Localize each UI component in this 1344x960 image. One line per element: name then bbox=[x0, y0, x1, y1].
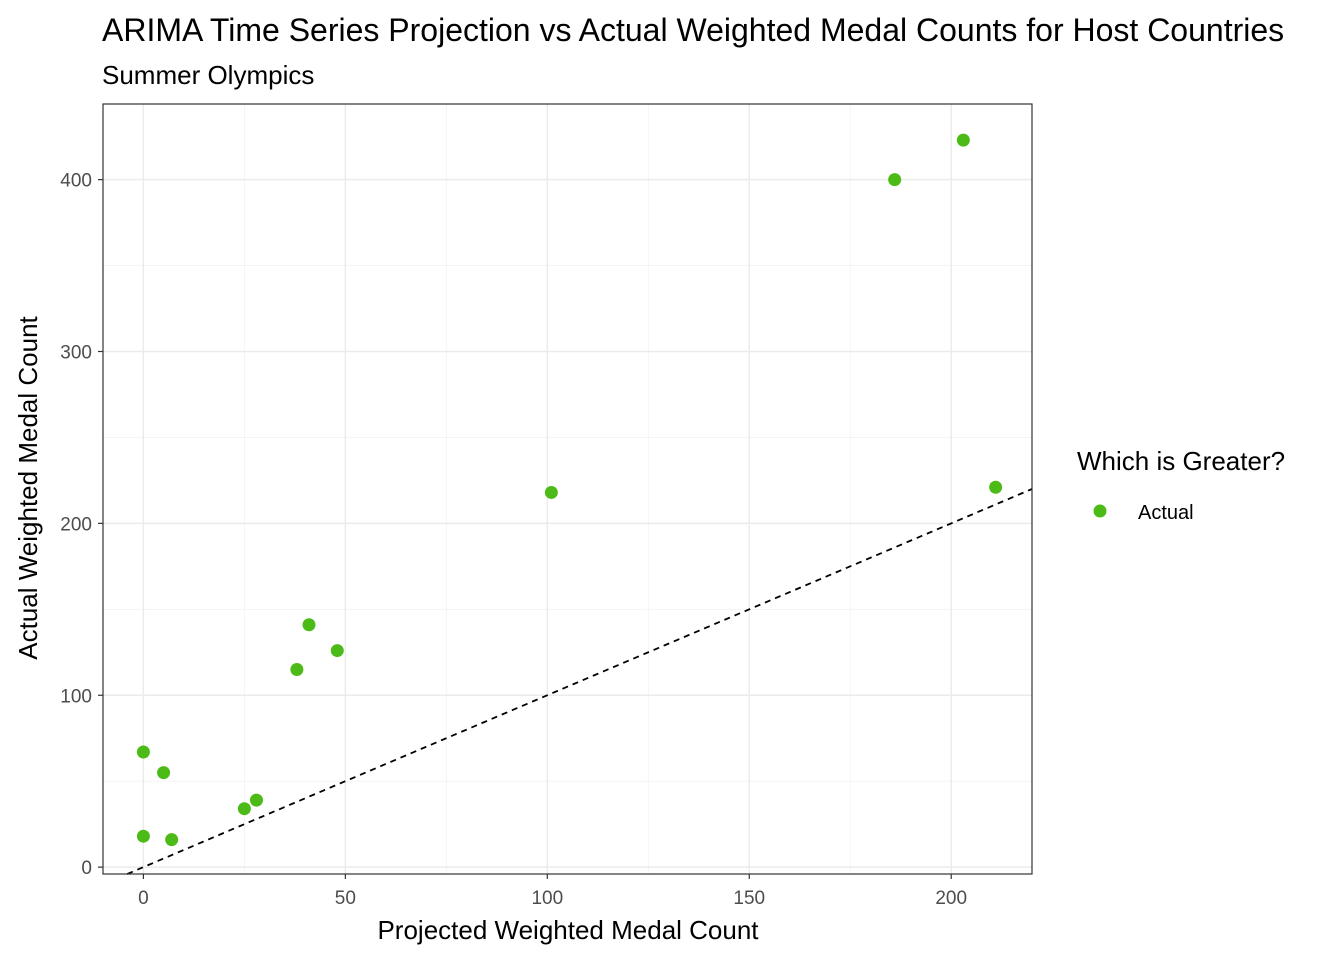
data-point bbox=[330, 644, 344, 658]
data-point bbox=[157, 766, 171, 780]
data-point bbox=[956, 133, 970, 147]
data-point bbox=[989, 480, 1003, 494]
grid bbox=[103, 104, 1032, 874]
x-tick-label: 0 bbox=[138, 888, 149, 909]
y-tick-label: 400 bbox=[60, 171, 92, 192]
x-tick-label: 200 bbox=[935, 888, 967, 909]
data-point bbox=[136, 829, 150, 843]
x-axis-title: Projected Weighted Medal Count bbox=[377, 915, 759, 945]
x-axis: 0 50 100 150 200 bbox=[138, 874, 967, 909]
reference-line bbox=[126, 488, 1033, 875]
legend: Which is Greater? Actual bbox=[1077, 446, 1285, 524]
data-point bbox=[136, 745, 150, 759]
data-point bbox=[249, 793, 263, 807]
data-point bbox=[544, 485, 558, 499]
plot-panel bbox=[102, 103, 1033, 875]
chart-subtitle: Summer Olympics bbox=[102, 60, 314, 90]
y-tick-label: 200 bbox=[60, 514, 92, 535]
data-point bbox=[888, 173, 902, 187]
data-points bbox=[136, 133, 1003, 847]
data-point bbox=[302, 618, 316, 632]
data-point bbox=[237, 802, 251, 816]
data-point bbox=[290, 662, 304, 676]
y-tick-label: 0 bbox=[81, 858, 92, 879]
chart-title: ARIMA Time Series Projection vs Actual W… bbox=[102, 12, 1284, 48]
legend-key-actual bbox=[1093, 504, 1107, 518]
reference-line-group bbox=[126, 488, 1033, 875]
x-tick-label: 150 bbox=[733, 888, 765, 909]
y-tick-label: 300 bbox=[60, 343, 92, 364]
data-point bbox=[165, 833, 179, 847]
y-axis: 0 100 200 300 400 bbox=[60, 171, 103, 879]
y-tick-label: 100 bbox=[60, 686, 92, 707]
x-tick-label: 100 bbox=[531, 888, 563, 909]
legend-label-actual: Actual bbox=[1138, 502, 1194, 524]
legend-title: Which is Greater? bbox=[1077, 446, 1285, 476]
x-tick-label: 50 bbox=[335, 888, 356, 909]
y-axis-title: Actual Weighted Medal Count bbox=[13, 315, 43, 659]
